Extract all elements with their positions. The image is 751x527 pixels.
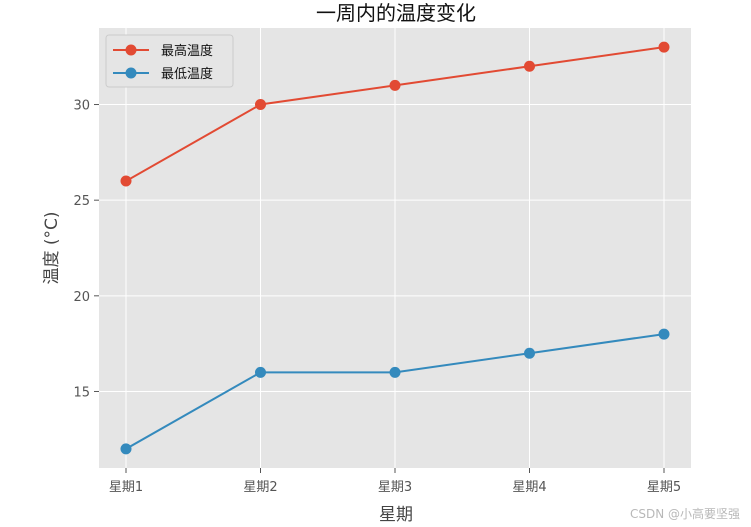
y-tick-label: 25	[73, 194, 90, 209]
data-point	[255, 99, 266, 111]
data-point	[658, 41, 670, 53]
x-tick-label: 星期1	[109, 480, 143, 495]
data-point	[120, 175, 132, 187]
watermark-text: CSDN @小高要坚强	[630, 506, 740, 521]
chart-title: 一周内的温度变化	[316, 1, 476, 25]
grid-lines	[99, 28, 691, 468]
data-point	[255, 366, 266, 378]
legend-marker	[125, 44, 137, 56]
x-axis-ticks: 星期1 星期2 星期3 星期4 星期5	[109, 468, 681, 495]
data-point	[120, 443, 132, 455]
legend-label: 最高温度	[161, 43, 213, 59]
y-axis-ticks: 15 20 25 30	[73, 99, 99, 400]
data-point	[524, 347, 535, 359]
legend-marker	[125, 67, 137, 79]
y-axis-label: 温度 (°C)	[42, 211, 62, 284]
x-tick-label: 星期2	[243, 480, 277, 495]
data-point	[658, 328, 670, 340]
legend-label: 最低温度	[161, 66, 213, 82]
y-tick-label: 20	[73, 290, 90, 305]
data-point	[389, 366, 401, 378]
x-tick-label: 星期5	[647, 480, 681, 495]
series-layer	[120, 41, 670, 455]
y-tick-label: 30	[73, 99, 90, 114]
x-tick-label: 星期4	[512, 480, 546, 495]
x-tick-label: 星期3	[378, 480, 412, 495]
data-point	[524, 60, 535, 72]
y-tick-label: 15	[73, 385, 90, 400]
data-point	[389, 79, 401, 91]
x-axis-label: 星期	[379, 505, 413, 525]
